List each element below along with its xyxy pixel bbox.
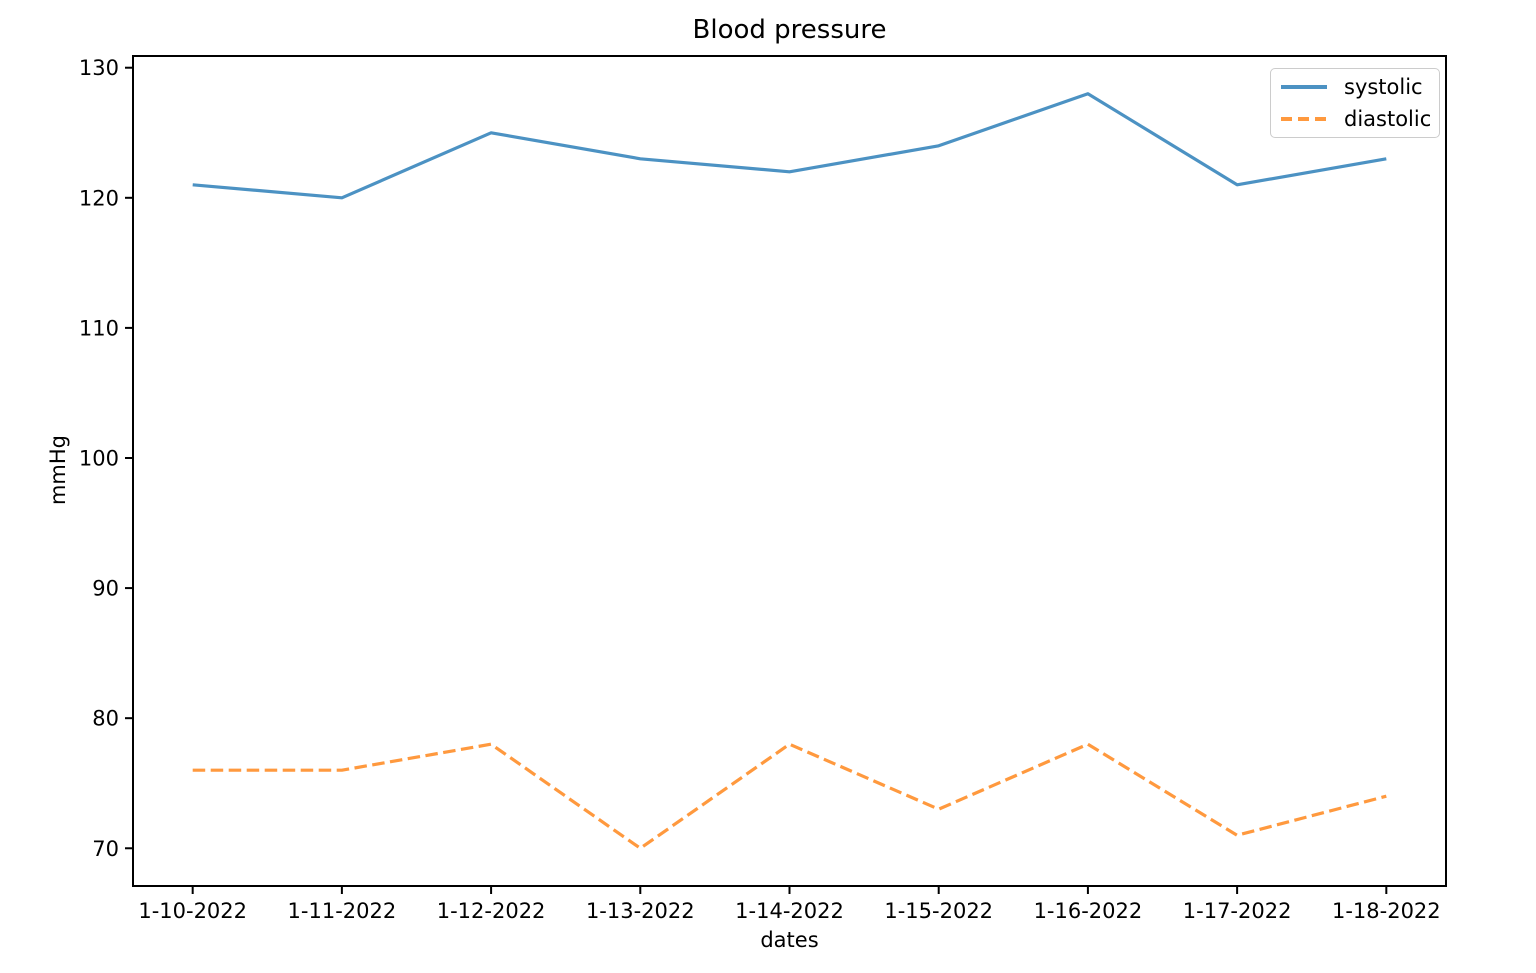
series-line-systolic xyxy=(192,92,1387,200)
x-tick-label: 1-17-2022 xyxy=(1183,899,1292,923)
y-tick-label: 100 xyxy=(79,446,119,470)
series-line-diastolic xyxy=(192,742,1387,850)
y-tick-label: 70 xyxy=(92,837,119,861)
legend-line-systolic-icon xyxy=(1281,85,1327,89)
legend-item-diastolic: diastolic xyxy=(1281,103,1439,135)
legend-label-diastolic: diastolic xyxy=(1344,106,1432,131)
x-tick-label: 1-16-2022 xyxy=(1034,899,1143,923)
y-tick-label: 80 xyxy=(92,707,119,731)
x-tick-label: 1-12-2022 xyxy=(437,899,546,923)
y-tick-label: 110 xyxy=(79,316,119,340)
axes-frame xyxy=(132,55,1447,887)
y-tick-label: 90 xyxy=(92,577,119,601)
chart-title: Blood pressure xyxy=(692,15,887,45)
x-tick-label: 1-13-2022 xyxy=(586,899,695,923)
x-axis-label: dates xyxy=(760,928,819,952)
x-tick-label: 1-11-2022 xyxy=(288,899,397,923)
x-tick-label: 1-15-2022 xyxy=(884,899,993,923)
legend-line-diastolic-icon xyxy=(1281,117,1327,121)
x-tick-label: 1-14-2022 xyxy=(735,899,844,923)
legend: systolic diastolic xyxy=(1270,68,1440,138)
legend-label-systolic: systolic xyxy=(1344,74,1423,99)
y-tick-label: 120 xyxy=(79,186,119,210)
y-tick-label: 130 xyxy=(79,56,119,80)
legend-item-systolic: systolic xyxy=(1281,71,1439,103)
x-tick-label: 1-18-2022 xyxy=(1332,899,1441,923)
x-tick-label: 1-10-2022 xyxy=(138,899,247,923)
